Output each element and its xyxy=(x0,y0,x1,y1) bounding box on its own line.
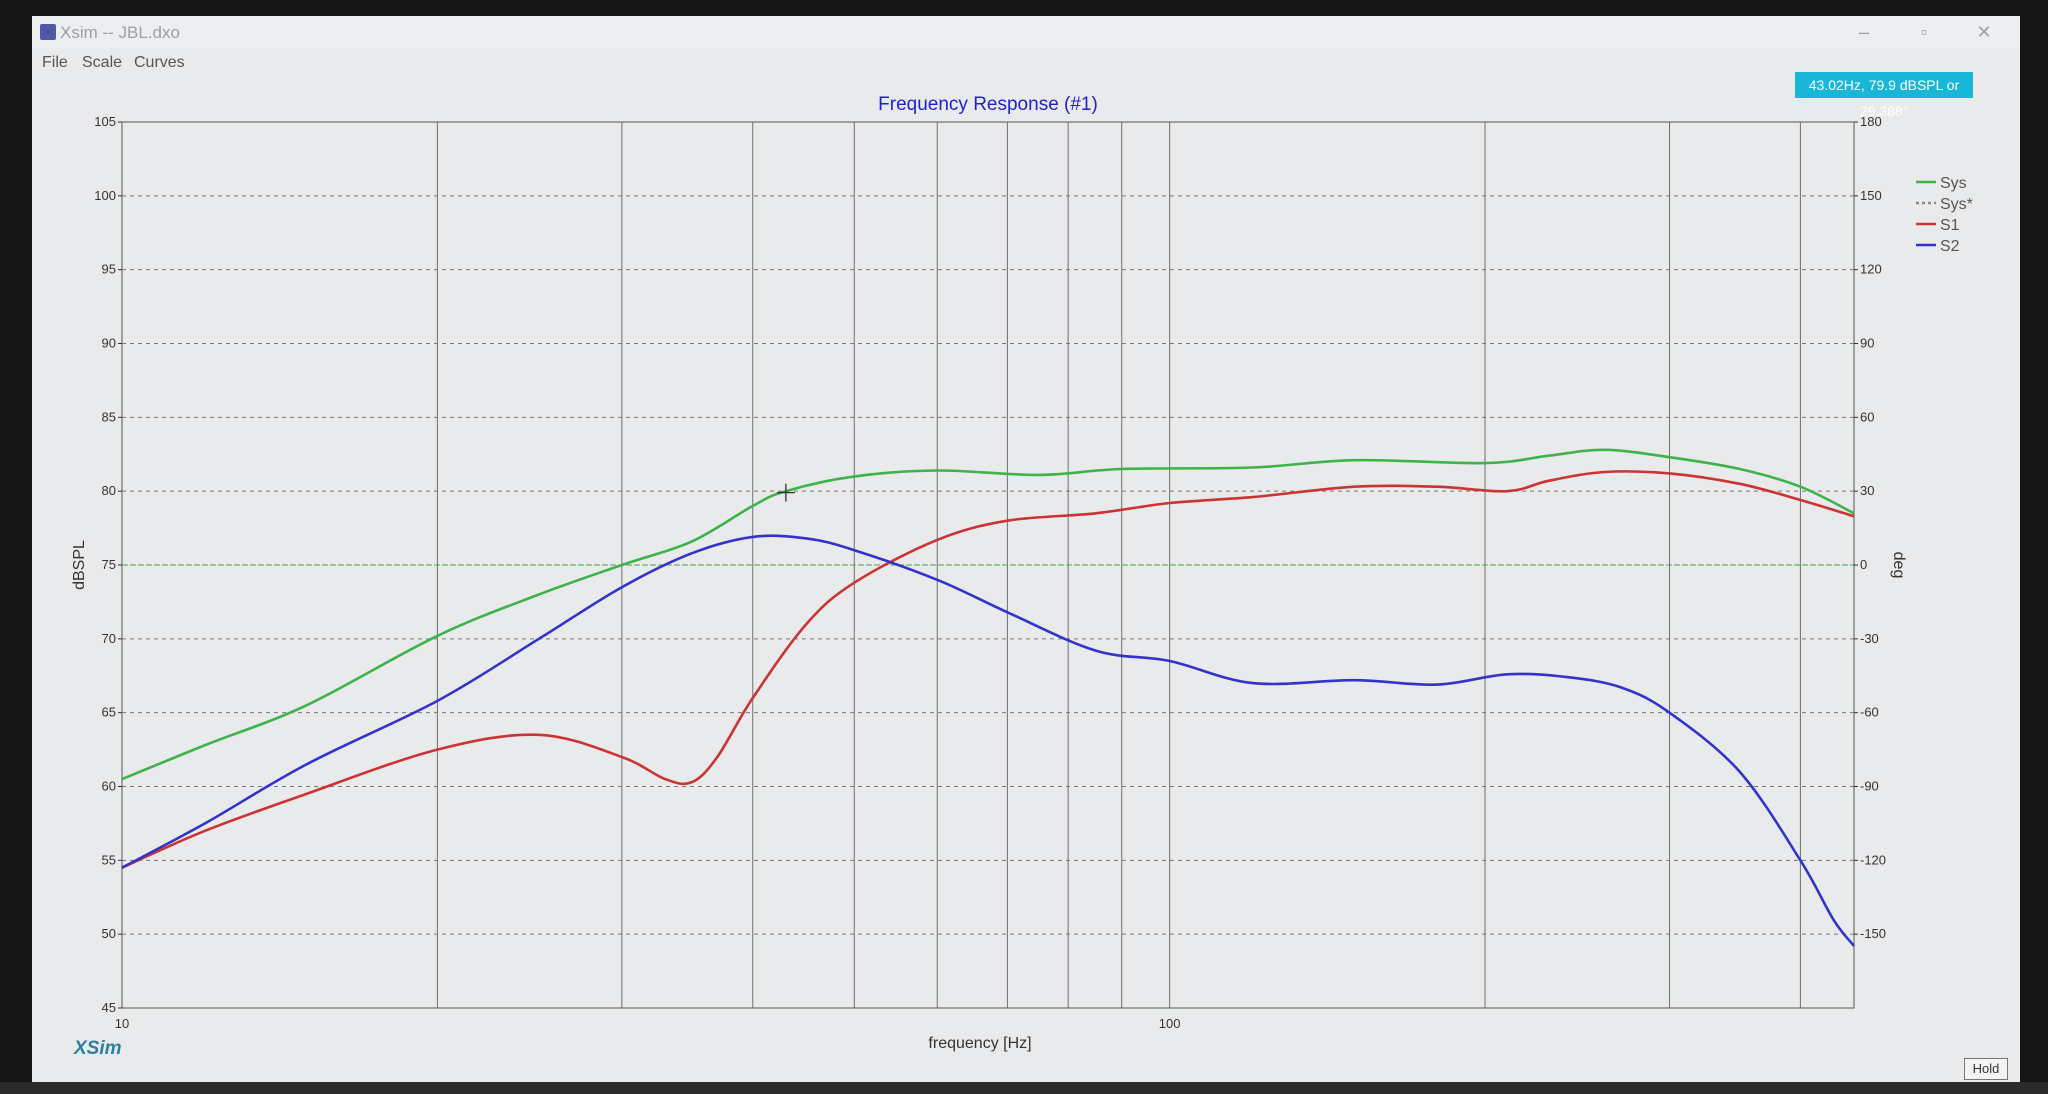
legend-label-s2[interactable]: S2 xyxy=(1940,238,1960,255)
series-line-sys[interactable] xyxy=(121,448,1855,781)
y2-tick-label: -90 xyxy=(1860,779,1879,794)
menu-curves[interactable]: Curves xyxy=(134,54,185,71)
y-tick-label: 55 xyxy=(102,852,116,867)
y2-tick-label: 120 xyxy=(1860,262,1882,277)
y2-tick-label: 180 xyxy=(1860,114,1882,129)
y-tick-label: 75 xyxy=(102,557,116,572)
y-tick-label: 70 xyxy=(102,631,116,646)
xsim-logo: XSim xyxy=(74,1038,122,1059)
y2-axis-label: deg xyxy=(1890,552,1907,579)
menu-scale[interactable]: Scale xyxy=(82,54,123,71)
y-tick-label: 50 xyxy=(102,926,116,941)
y-tick-label: 60 xyxy=(102,779,116,794)
taskbar xyxy=(0,1082,2048,1094)
legend-label-s1[interactable]: S1 xyxy=(1940,217,1960,234)
menu-bar: File Scale Curves xyxy=(32,48,2020,76)
y-tick-label: 80 xyxy=(102,483,116,498)
x-tick-label: 100 xyxy=(1159,1016,1181,1031)
window-title: Xsim -- JBL.dxo xyxy=(60,23,180,42)
restore-icon[interactable]: ▫ xyxy=(1920,22,1928,42)
y2-tick-label: 150 xyxy=(1860,188,1882,203)
y-axis-label: dBSPL xyxy=(71,540,88,590)
legend-label-sys-[interactable]: Sys* xyxy=(1940,196,1973,213)
y-tick-label: 90 xyxy=(102,336,116,351)
y2-tick-label: -150 xyxy=(1860,926,1886,941)
series-line-s2[interactable] xyxy=(121,534,1856,947)
y2-tick-label: -120 xyxy=(1860,852,1886,867)
menu-file[interactable]: File xyxy=(42,54,68,71)
cursor-readout: 43.02Hz, 79.9 dBSPL or 29.388° xyxy=(1795,72,1973,119)
y2-tick-label: 0 xyxy=(1860,557,1867,572)
y2-tick-label: -60 xyxy=(1860,705,1879,720)
y-tick-label: 100 xyxy=(94,188,116,203)
crosshair-cursor xyxy=(776,483,795,502)
y2-tick-label: 60 xyxy=(1860,409,1874,424)
y2-tick-label: 30 xyxy=(1860,483,1874,498)
legend[interactable]: Sys Sys* S1 S2 xyxy=(1916,175,1973,255)
app-window: Xsim -- JBL.dxo – ▫ ✕ File Scale Curves … xyxy=(32,16,2020,1088)
frequency-response-chart[interactable]: 4550556065707580859095100105-150-120-90-… xyxy=(32,16,2020,1088)
title-bar: Xsim -- JBL.dxo – ▫ ✕ xyxy=(32,16,2020,48)
x-tick-label: 10 xyxy=(115,1016,129,1031)
minimize-icon[interactable]: – xyxy=(1858,22,1869,42)
x-axis-label: frequency [Hz] xyxy=(928,1035,1031,1052)
y2-tick-label: 90 xyxy=(1860,336,1874,351)
y-tick-label: 105 xyxy=(94,114,116,129)
y2-tick-label: -30 xyxy=(1860,631,1879,646)
y-tick-label: 85 xyxy=(102,409,116,424)
chart-title: Frequency Response (#1) xyxy=(878,94,1098,115)
hold-button[interactable]: Hold xyxy=(1964,1058,2008,1080)
y-tick-label: 95 xyxy=(102,262,116,277)
legend-label-sys[interactable]: Sys xyxy=(1940,175,1967,192)
app-icon xyxy=(40,24,56,40)
y-tick-label: 65 xyxy=(102,705,116,720)
close-icon[interactable]: ✕ xyxy=(1976,22,1992,42)
y-tick-label: 45 xyxy=(102,1000,116,1015)
series-line-s1[interactable] xyxy=(121,470,1855,869)
